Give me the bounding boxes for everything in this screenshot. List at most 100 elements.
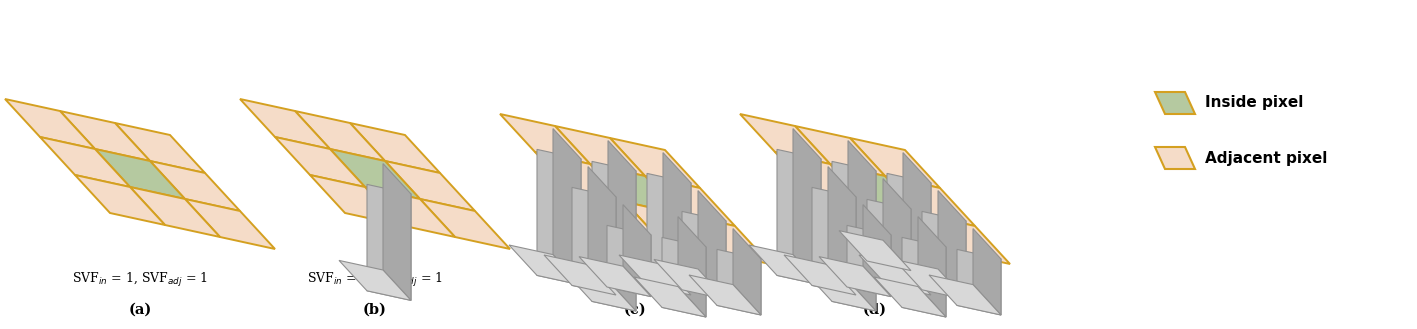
Polygon shape	[589, 164, 680, 214]
Text: Adjacent pixel: Adjacent pixel	[1204, 150, 1328, 165]
Polygon shape	[655, 259, 726, 299]
Polygon shape	[60, 111, 150, 161]
Polygon shape	[339, 260, 411, 300]
Polygon shape	[606, 225, 650, 297]
Polygon shape	[609, 138, 700, 188]
Text: (a): (a)	[129, 303, 152, 317]
Polygon shape	[366, 187, 455, 237]
Polygon shape	[883, 179, 911, 270]
Polygon shape	[832, 162, 876, 311]
Text: SVF$_{in}$ = 0, SVF$_{adj}$ = 0: SVF$_{in}$ = 0, SVF$_{adj}$ = 0	[806, 271, 944, 289]
Polygon shape	[733, 229, 761, 315]
Polygon shape	[740, 114, 830, 164]
Polygon shape	[794, 129, 820, 285]
Polygon shape	[930, 275, 1000, 315]
Polygon shape	[839, 231, 911, 270]
Text: (c): (c)	[623, 303, 646, 317]
Polygon shape	[938, 190, 966, 299]
Polygon shape	[699, 190, 726, 299]
Polygon shape	[564, 271, 636, 311]
Polygon shape	[625, 202, 716, 252]
Polygon shape	[887, 173, 931, 295]
Polygon shape	[662, 238, 706, 317]
Polygon shape	[130, 187, 220, 237]
Polygon shape	[918, 216, 947, 317]
Polygon shape	[1155, 92, 1195, 114]
Polygon shape	[75, 175, 164, 225]
Polygon shape	[6, 99, 95, 149]
Polygon shape	[544, 255, 616, 295]
Polygon shape	[750, 245, 820, 285]
Polygon shape	[186, 199, 275, 249]
Polygon shape	[500, 114, 589, 164]
Polygon shape	[572, 188, 616, 295]
Polygon shape	[784, 255, 856, 295]
Polygon shape	[803, 271, 876, 311]
Polygon shape	[580, 257, 650, 297]
Polygon shape	[863, 205, 891, 297]
Polygon shape	[819, 257, 891, 297]
Polygon shape	[795, 126, 886, 176]
Polygon shape	[619, 255, 691, 295]
Polygon shape	[830, 164, 920, 214]
Polygon shape	[623, 205, 650, 297]
Polygon shape	[295, 111, 385, 161]
Polygon shape	[588, 166, 616, 295]
Text: SVF$_{in}$ = 0, SVF$_{adj}$ = 1: SVF$_{in}$ = 0, SVF$_{adj}$ = 1	[307, 271, 444, 289]
Polygon shape	[648, 173, 691, 295]
Polygon shape	[509, 245, 581, 285]
Polygon shape	[419, 199, 510, 249]
Polygon shape	[367, 184, 411, 300]
Polygon shape	[689, 275, 761, 315]
Polygon shape	[555, 126, 645, 176]
Polygon shape	[717, 249, 761, 315]
Polygon shape	[537, 149, 581, 285]
Polygon shape	[592, 162, 636, 311]
Polygon shape	[894, 259, 966, 299]
Text: Inside pixel: Inside pixel	[1204, 95, 1304, 111]
Polygon shape	[920, 214, 1010, 264]
Polygon shape	[385, 161, 475, 211]
Polygon shape	[536, 152, 625, 202]
Polygon shape	[850, 138, 939, 188]
Polygon shape	[867, 199, 911, 270]
Polygon shape	[570, 190, 660, 240]
Polygon shape	[811, 190, 900, 240]
Polygon shape	[645, 176, 735, 226]
Polygon shape	[310, 175, 400, 225]
Polygon shape	[864, 202, 955, 252]
Polygon shape	[903, 238, 947, 317]
Polygon shape	[275, 137, 366, 187]
Polygon shape	[847, 225, 891, 297]
Polygon shape	[777, 149, 820, 285]
Polygon shape	[663, 153, 691, 295]
Text: (b): (b)	[363, 303, 387, 317]
Polygon shape	[775, 152, 864, 202]
Polygon shape	[903, 153, 931, 295]
Polygon shape	[682, 212, 726, 299]
Polygon shape	[633, 277, 706, 317]
Polygon shape	[553, 129, 581, 285]
Polygon shape	[95, 149, 186, 199]
Polygon shape	[847, 140, 876, 311]
Polygon shape	[973, 229, 1000, 315]
Polygon shape	[383, 164, 411, 300]
Polygon shape	[677, 216, 706, 317]
Polygon shape	[886, 176, 975, 226]
Polygon shape	[828, 166, 856, 295]
Polygon shape	[608, 140, 636, 311]
Polygon shape	[330, 149, 419, 199]
Text: SVF$_{in}$ = 1, SVF$_{adj}$ = 1: SVF$_{in}$ = 1, SVF$_{adj}$ = 1	[72, 271, 208, 289]
Polygon shape	[956, 249, 1000, 315]
Polygon shape	[922, 212, 966, 299]
Polygon shape	[150, 161, 239, 211]
Polygon shape	[812, 188, 856, 295]
Text: SVF$_{in}$ = 1, SVF$_{adj}$ = 0: SVF$_{in}$ = 1, SVF$_{adj}$ = 0	[567, 271, 703, 289]
Polygon shape	[115, 123, 205, 173]
Text: (d): (d)	[863, 303, 887, 317]
Polygon shape	[350, 123, 441, 173]
Polygon shape	[859, 255, 931, 295]
Polygon shape	[1155, 147, 1195, 169]
Polygon shape	[40, 137, 130, 187]
Polygon shape	[239, 99, 330, 149]
